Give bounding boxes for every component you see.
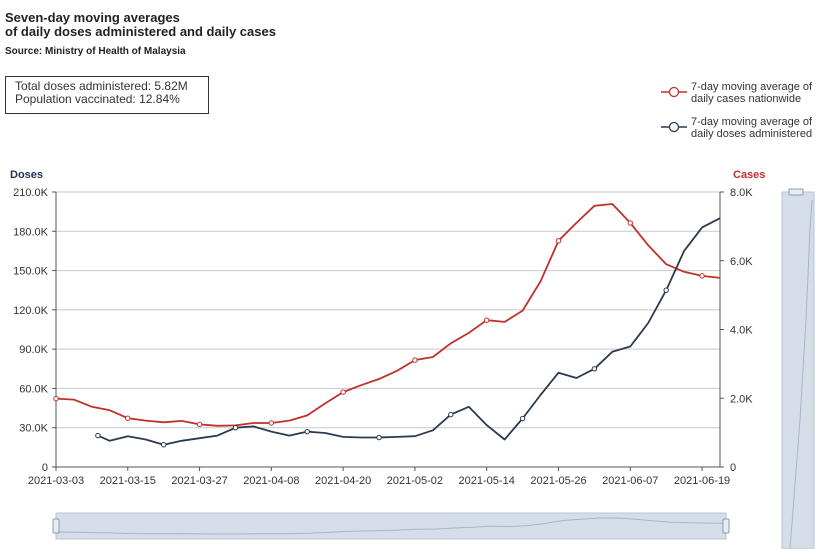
title-line-2: of daily doses administered and daily ca… [5, 24, 276, 39]
cases-point [699, 273, 705, 279]
doses-point [591, 366, 598, 372]
x-tick-label: 2021-04-20 [315, 475, 371, 487]
x-tick-label: 2021-05-14 [459, 475, 515, 487]
x-tick-label: 2021-04-08 [243, 475, 299, 487]
x-tick-label: 2021-06-19 [674, 475, 730, 487]
x-tick-label: 2021-03-27 [171, 475, 227, 487]
source-note: Source: Ministry of Health of Malaysia [5, 46, 186, 57]
doses-point [519, 415, 526, 422]
population-vaccinated-text: Population vaccinated: 12.84% [15, 92, 180, 106]
vertical-zoom-handle[interactable] [788, 188, 804, 196]
x-tick-label: 2021-05-26 [530, 475, 586, 487]
x-tick-label: 2021-03-03 [28, 475, 84, 487]
cases-point [627, 220, 633, 226]
cases-line [55, 203, 721, 427]
right-axis-title: Cases [733, 169, 765, 181]
doses-point [663, 287, 669, 293]
left-tick-label: 120.0K [13, 305, 49, 317]
cases-point [53, 395, 59, 402]
legend-marker [668, 86, 680, 98]
left-tick-label: 60.0K [19, 383, 48, 395]
legend-label: daily doses administered [691, 128, 812, 140]
title-line-1: Seven-day moving averages [5, 10, 180, 25]
x-tick-label: 2021-03-15 [100, 475, 156, 487]
legend-label: 7-day moving average of [691, 81, 813, 93]
right-tick-label: 6.0K [730, 256, 753, 268]
left-tick-label: 180.0K [13, 226, 49, 238]
doses-point [448, 411, 454, 418]
right-tick-label: 0 [730, 462, 736, 474]
doses-point [376, 434, 382, 441]
right-tick-label: 8.0K [730, 187, 753, 199]
left-axis-title: Doses [10, 169, 43, 181]
doses-point [232, 425, 239, 431]
doses-point [304, 428, 310, 435]
cases-point [484, 317, 490, 323]
left-tick-label: 150.0K [13, 266, 49, 278]
horizontal-zoom-slider[interactable] [55, 512, 727, 540]
stats-box: Total doses administered: 5.82M Populati… [5, 76, 209, 114]
cases-point [555, 238, 562, 244]
right-tick-label: 4.0K [730, 325, 753, 337]
zoom-handle-left[interactable] [52, 518, 60, 534]
zoom-slider-silhouette [55, 517, 727, 535]
left-tick-label: 210.0K [13, 187, 49, 199]
cases-point [125, 415, 131, 421]
doses-point [95, 432, 101, 439]
zoom-handle-right[interactable] [722, 518, 730, 534]
cases-point [412, 357, 418, 363]
x-tick-label: 2021-06-07 [602, 475, 658, 487]
doses-line [97, 217, 721, 446]
cases-point [196, 421, 203, 428]
left-tick-label: 30.0K [19, 423, 48, 435]
legend-label: daily cases nationwide [691, 93, 801, 105]
total-doses-text: Total doses administered: 5.82M [15, 79, 188, 93]
left-tick-label: 0 [42, 462, 48, 474]
left-tick-label: 90.0K [19, 344, 48, 356]
cases-point [340, 389, 346, 395]
right-tick-label: 2.0K [730, 393, 753, 405]
x-tick-label: 2021-05-02 [387, 475, 443, 487]
doses-point [160, 442, 167, 448]
chart-title: Seven-day moving averages of daily doses… [5, 11, 276, 39]
legend-marker [668, 121, 680, 133]
legend-label: 7-day moving average of [691, 116, 813, 128]
cases-point [268, 420, 275, 426]
vertical-slider-silhouette [789, 199, 813, 549]
